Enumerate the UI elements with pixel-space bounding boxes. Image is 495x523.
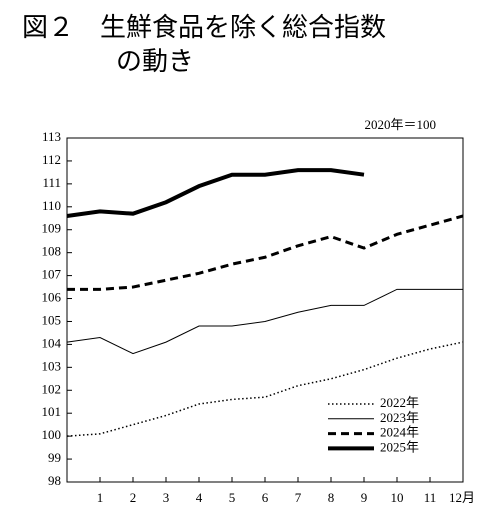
y-tick-label: 99 [48,450,61,465]
y-tick-label: 113 [42,129,61,144]
series-line [66,288,463,355]
chart-title: 図２ 生鮮食品を除く総合指数 [22,13,386,42]
legend-label: 2024年 [380,425,419,440]
chart-title: の動き [116,47,194,76]
series-line [66,168,365,218]
x-tick-label: 9 [361,490,368,505]
x-tick-label: 6 [262,490,269,505]
x-tick-label: 1 [97,490,104,505]
legend-label: 2023年 [380,410,419,425]
y-tick-label: 111 [42,175,61,190]
x-tick-label: 2 [130,490,137,505]
x-tick-label: 7 [295,490,302,505]
legend-label: 2025年 [380,439,419,454]
x-tick-label: 3 [163,490,170,505]
y-tick-label: 112 [42,152,61,167]
x-tick-label: 12月 [449,490,475,505]
y-tick-label: 103 [42,358,62,373]
y-tick-label: 101 [42,404,62,419]
x-tick-label: 4 [196,490,203,505]
unit-annotation: 2020年＝100 [364,117,436,132]
y-tick-label: 108 [42,244,62,259]
y-tick-label: 102 [42,381,62,396]
y-tick-label: 106 [42,290,62,305]
y-tick-label: 104 [42,335,62,350]
y-tick-label: 100 [42,427,62,442]
y-tick-label: 98 [48,473,61,488]
x-tick-label: 11 [424,490,437,505]
y-tick-label: 107 [42,267,62,282]
series-line [66,341,464,437]
y-tick-label: 105 [42,312,62,327]
y-tick-label: 109 [42,221,62,236]
legend-label: 2022年 [380,395,419,410]
y-tick-label: 110 [42,198,61,213]
series-line [67,214,464,291]
x-tick-label: 5 [229,490,236,505]
x-tick-label: 8 [328,490,335,505]
x-tick-label: 10 [391,490,404,505]
